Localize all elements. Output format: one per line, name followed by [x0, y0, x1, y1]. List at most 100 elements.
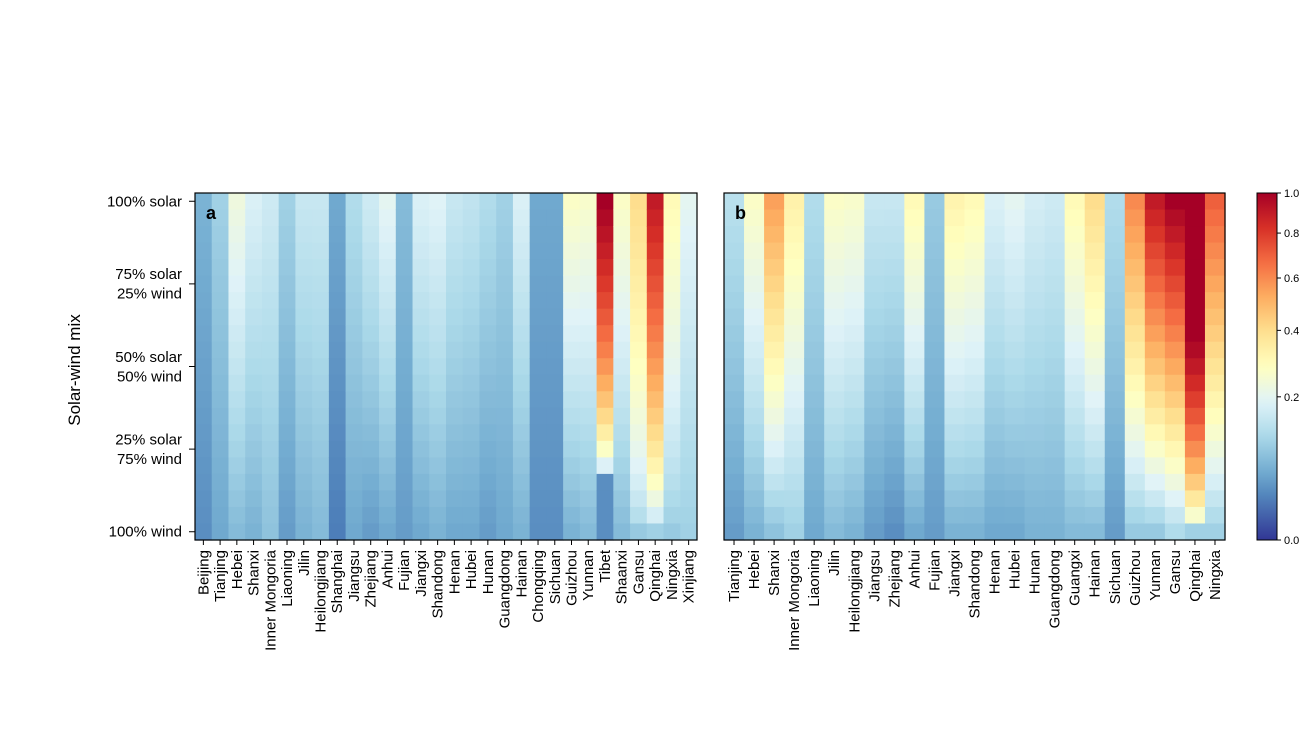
heatmap-cell — [630, 275, 648, 293]
heatmap-cell — [579, 407, 598, 425]
heatmap-cell — [546, 490, 564, 508]
heatmap-cell — [412, 391, 430, 409]
heatmap-cell — [362, 325, 380, 343]
heatmap-cell — [904, 473, 925, 492]
x-tick-label: Zhejiang — [363, 550, 380, 608]
heatmap-cell — [1024, 457, 1046, 475]
heatmap-cell — [596, 325, 614, 343]
heatmap-cell — [924, 358, 946, 376]
heatmap-cell — [1144, 259, 1166, 277]
heatmap-cell — [362, 259, 380, 277]
heatmap-cell — [278, 506, 296, 525]
heatmap-cell — [1204, 209, 1226, 227]
heatmap-cell — [1104, 440, 1126, 458]
heatmap-cell — [295, 325, 313, 343]
heatmap-cell — [1064, 358, 1086, 376]
heatmap-cell — [1124, 308, 1146, 326]
heatmap-cell — [529, 193, 547, 211]
heatmap-cell — [278, 226, 296, 244]
heatmap-cell — [844, 523, 865, 541]
heatmap-cell — [362, 440, 380, 458]
heatmap-cell — [295, 523, 313, 541]
heatmap-cell — [429, 424, 447, 442]
heatmap-cell — [496, 275, 514, 293]
heatmap-cell — [1144, 275, 1166, 293]
heatmap-cell — [884, 424, 905, 442]
x-tick-label: Inner Mongoria — [262, 549, 279, 651]
heatmap-cell — [379, 374, 397, 392]
heatmap-cell — [195, 242, 213, 260]
heatmap-cell — [663, 308, 681, 326]
heatmap-cell — [1184, 341, 1206, 359]
heatmap-cell — [904, 226, 925, 244]
heatmap-cell — [462, 407, 481, 425]
heatmap-cell — [395, 391, 414, 409]
heatmap-cell — [764, 457, 785, 475]
heatmap-cell — [245, 457, 263, 475]
heatmap-cell — [362, 358, 380, 376]
heatmap-cell — [211, 292, 230, 310]
heatmap-cell — [479, 374, 497, 392]
heatmap-cell — [1084, 407, 1106, 425]
heatmap-cell — [613, 259, 631, 277]
heatmap-cell — [680, 391, 698, 409]
heatmap-cell — [412, 226, 430, 244]
heatmap-cell — [744, 490, 765, 508]
heatmap-cell — [724, 275, 745, 293]
x-tick-label: Hebei — [746, 550, 763, 589]
heatmap-cell — [211, 209, 230, 227]
heatmap-cell — [362, 523, 380, 541]
heatmap-cell — [630, 473, 648, 492]
heatmap-cell — [1024, 391, 1046, 409]
heatmap-cell — [328, 242, 347, 260]
heatmap-cell — [1124, 407, 1146, 425]
heatmap-cell — [744, 341, 765, 359]
heatmap-cell — [261, 440, 280, 458]
heatmap-cell — [824, 358, 845, 376]
x-tick-label: Yunnan — [1147, 550, 1164, 601]
heatmap-cell — [884, 473, 905, 492]
heatmap-cell — [884, 275, 905, 293]
heatmap-cell — [984, 440, 1006, 458]
heatmap-cell — [563, 424, 581, 442]
heatmap-cell — [844, 259, 865, 277]
heatmap-cell — [944, 226, 966, 244]
heatmap-cell — [1044, 407, 1066, 425]
heatmap-cell — [884, 407, 905, 425]
heatmap-cell — [1044, 440, 1066, 458]
heatmap-cell — [864, 457, 885, 475]
heatmap-cell — [1164, 473, 1186, 492]
heatmap-cell — [596, 209, 614, 227]
heatmap-cell — [884, 259, 905, 277]
heatmap-cell — [479, 457, 497, 475]
heatmap-cell — [864, 490, 885, 508]
heatmap-cell — [964, 325, 986, 343]
heatmap-cell — [579, 391, 598, 409]
heatmap-cell — [312, 457, 330, 475]
x-tick-label: Xinjiang — [681, 550, 698, 603]
heatmap-cell — [680, 275, 698, 293]
heatmap-cell — [245, 358, 263, 376]
heatmap-cell — [563, 193, 581, 211]
heatmap-cell — [278, 440, 296, 458]
heatmap-cell — [1124, 358, 1146, 376]
heatmap-cell — [1044, 341, 1066, 359]
heatmap-cell — [1184, 275, 1206, 293]
heatmap-cell — [546, 457, 564, 475]
heatmap-cell — [278, 391, 296, 409]
heatmap-cell — [379, 341, 397, 359]
heatmap-cell — [395, 457, 414, 475]
heatmap-cell — [744, 292, 765, 310]
heatmap-cell — [924, 490, 946, 508]
heatmap-cell — [496, 341, 514, 359]
heatmap-cell — [596, 358, 614, 376]
heatmap-cell — [429, 473, 447, 492]
heatmap-cell — [824, 424, 845, 442]
heatmap-cell — [345, 473, 363, 492]
heatmap-cell — [1204, 242, 1226, 260]
heatmap-cell — [362, 275, 380, 293]
x-tick-label: Tianjing — [212, 550, 229, 602]
heatmap-cell — [764, 358, 785, 376]
heatmap-cell — [1164, 358, 1186, 376]
heatmap-cell — [1204, 325, 1226, 343]
